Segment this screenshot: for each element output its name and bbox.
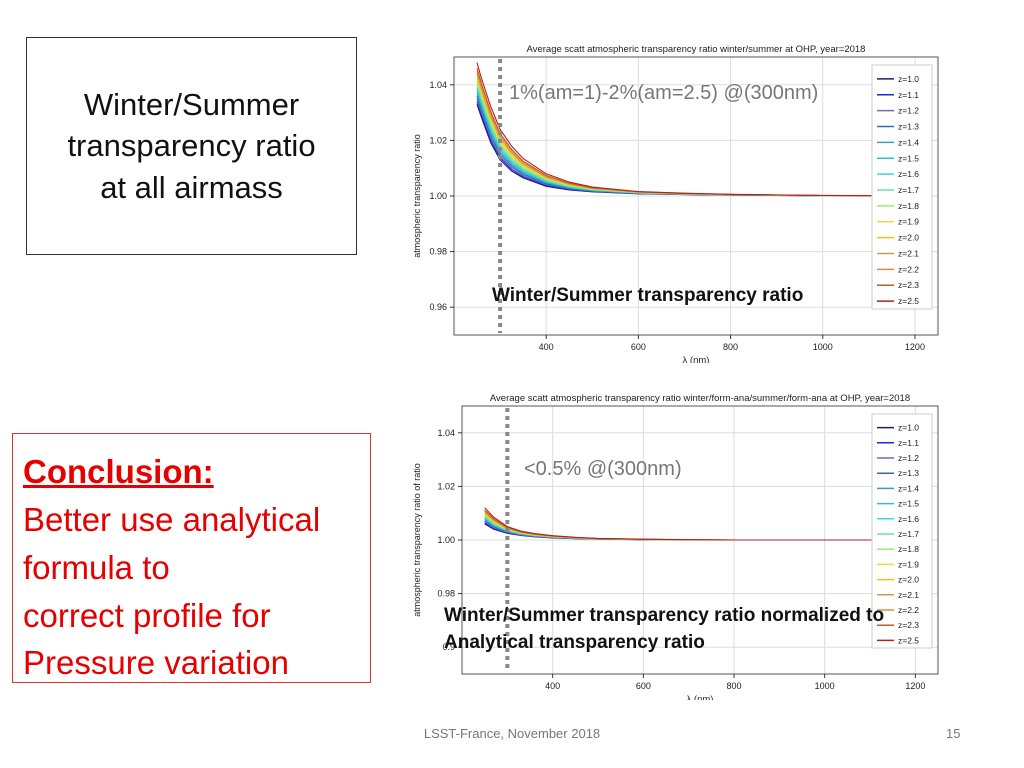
- legend-label: z=1.0: [898, 74, 919, 84]
- y-tick-label: 1.04: [437, 428, 455, 438]
- y-tick-label: 0.9: [442, 642, 455, 652]
- conclusion-heading: Conclusion:: [23, 453, 214, 490]
- legend-label: z=1.2: [898, 106, 919, 116]
- y-tick-label: 1.04: [429, 80, 447, 90]
- y-tick-label: 0.98: [429, 247, 447, 257]
- x-tick-label: 600: [636, 681, 651, 691]
- x-tick-label: 400: [545, 681, 560, 691]
- legend-label: z=2.3: [898, 280, 919, 290]
- legend-label: z=1.6: [898, 169, 919, 179]
- x-tick-label: 400: [539, 342, 554, 352]
- legend-label: z=2.1: [898, 248, 919, 258]
- chart-title: Average scatt atmospheric transparency r…: [527, 45, 866, 55]
- legend-label: z=1.8: [898, 201, 919, 211]
- x-tick-label: 800: [726, 681, 741, 691]
- series-line: [484, 507, 916, 541]
- title-line: transparency ratio: [67, 128, 316, 164]
- legend-label: z=1.9: [898, 217, 919, 227]
- conclusion-box: Conclusion: Better use analytical formul…: [12, 433, 371, 683]
- chart2-annotation: <0.5% @(300nm): [524, 458, 682, 480]
- x-axis-label: λ (nm): [687, 694, 714, 700]
- legend-label: z=2.1: [898, 590, 919, 600]
- legend-label: z=1.3: [898, 122, 919, 132]
- legend-label: z=1.4: [898, 137, 919, 147]
- chart1-caption: Winter/Summer transparency ratio: [492, 285, 804, 306]
- legend-label: z=2.5: [898, 296, 919, 306]
- legend-label: z=1.7: [898, 529, 919, 539]
- legend-label: z=1.7: [898, 185, 919, 195]
- conclusion-line: Pressure variation: [23, 644, 289, 682]
- chart-normalized-ratio: Average scatt atmospheric transparency r…: [412, 393, 939, 700]
- x-tick-label: 800: [723, 342, 738, 352]
- y-tick-label: 0.98: [437, 589, 455, 599]
- x-tick-label: 1000: [815, 681, 835, 691]
- slide-title: Winter/Summer transparency ratio at all …: [67, 84, 315, 208]
- legend-label: z=1.5: [898, 153, 919, 163]
- x-axis-label: λ (nm): [683, 355, 710, 363]
- legend-label: z=1.0: [898, 423, 919, 433]
- y-tick-label: 0.96: [429, 302, 447, 312]
- x-tick-label: 1200: [905, 681, 925, 691]
- x-tick-label: 600: [631, 342, 646, 352]
- x-tick-label: 1200: [905, 342, 925, 352]
- legend-label: z=1.3: [898, 468, 919, 478]
- legend-label: z=1.1: [898, 90, 919, 100]
- legend-label: z=1.8: [898, 544, 919, 554]
- y-axis-label: atmospheric transparency ratio of ratio: [412, 463, 422, 617]
- y-tick-label: 1.02: [429, 135, 447, 145]
- conclusion-line: formula to: [23, 548, 170, 586]
- y-tick-label: 1.00: [437, 535, 455, 545]
- legend-box: [871, 413, 933, 649]
- legend-label: z=2.0: [898, 233, 919, 243]
- legend-label: z=2.2: [898, 605, 919, 615]
- legend-box: [871, 64, 933, 310]
- legend-label: z=1.2: [898, 453, 919, 463]
- chart2-caption-line: Analytical transparency ratio: [444, 631, 705, 653]
- legend-label: z=1.5: [898, 499, 919, 509]
- legend-label: z=1.9: [898, 559, 919, 569]
- series-group: [476, 62, 916, 197]
- chart2-caption: Winter/Summer transparency ratio normali…: [444, 603, 884, 656]
- chart-title: Average scatt atmospheric transparency r…: [490, 393, 910, 404]
- x-tick-label: 1000: [813, 342, 833, 352]
- legend-label: z=2.0: [898, 575, 919, 585]
- chart-winter-summer-ratio: Average scatt atmospheric transparency r…: [412, 45, 939, 363]
- series-line: [476, 62, 916, 197]
- legend-label: z=1.4: [898, 483, 919, 493]
- legend-label: z=2.5: [898, 635, 919, 645]
- chart1-annotation: 1%(am=1)-2%(am=2.5) @(300nm): [509, 82, 819, 104]
- title-line: at all airmass: [100, 169, 283, 205]
- footer-text: LSST-France, November 2018: [423, 726, 601, 741]
- conclusion-line: correct profile for: [23, 596, 271, 634]
- title-line: Winter/Summer: [83, 87, 300, 123]
- legend-label: z=1.1: [898, 438, 919, 448]
- y-axis-label: atmospheric transparency ratio: [412, 134, 422, 258]
- y-tick-label: 1.00: [429, 191, 447, 201]
- conclusion-line: Better use analytical: [23, 500, 321, 538]
- y-tick-label: 1.02: [437, 481, 455, 491]
- slide-number: 15: [946, 726, 961, 741]
- legend-label: z=2.2: [898, 264, 919, 274]
- legend-label: z=2.3: [898, 620, 919, 630]
- legend-label: z=1.6: [898, 514, 919, 524]
- chart2-caption-line: Winter/Summer transparency ratio normali…: [444, 605, 885, 626]
- slide-title-box: Winter/Summer transparency ratio at all …: [26, 37, 357, 255]
- series-group: [484, 507, 916, 541]
